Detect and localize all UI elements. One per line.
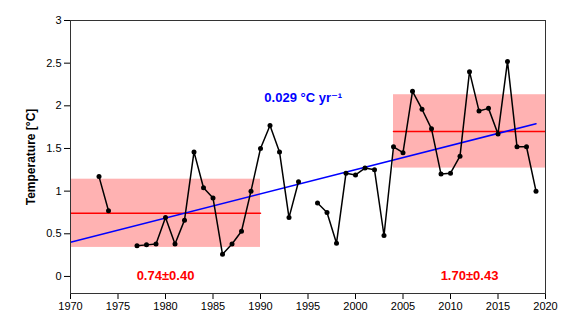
svg-text:1.70±0.43: 1.70±0.43 — [441, 268, 499, 283]
svg-text:1995: 1995 — [296, 300, 320, 312]
svg-text:2005: 2005 — [391, 300, 415, 312]
svg-text:Temperature [°C]: Temperature [°C] — [24, 109, 38, 206]
svg-text:2: 2 — [55, 99, 61, 111]
svg-text:0.029 °C yr⁻¹: 0.029 °C yr⁻¹ — [264, 90, 342, 105]
svg-text:3: 3 — [55, 14, 61, 26]
svg-text:1985: 1985 — [201, 300, 225, 312]
svg-text:2000: 2000 — [343, 300, 367, 312]
svg-text:2015: 2015 — [486, 300, 510, 312]
svg-text:2010: 2010 — [438, 300, 462, 312]
svg-text:2020: 2020 — [533, 300, 557, 312]
svg-text:2.5: 2.5 — [46, 57, 61, 69]
svg-text:1980: 1980 — [153, 300, 177, 312]
svg-text:1: 1 — [55, 185, 61, 197]
svg-text:1.5: 1.5 — [46, 142, 61, 154]
svg-text:0.5: 0.5 — [46, 227, 61, 239]
svg-text:0: 0 — [55, 270, 61, 282]
svg-text:1975: 1975 — [106, 300, 130, 312]
svg-text:1990: 1990 — [248, 300, 272, 312]
svg-text:1970: 1970 — [58, 300, 82, 312]
svg-text:0.74±0.40: 0.74±0.40 — [137, 268, 195, 283]
